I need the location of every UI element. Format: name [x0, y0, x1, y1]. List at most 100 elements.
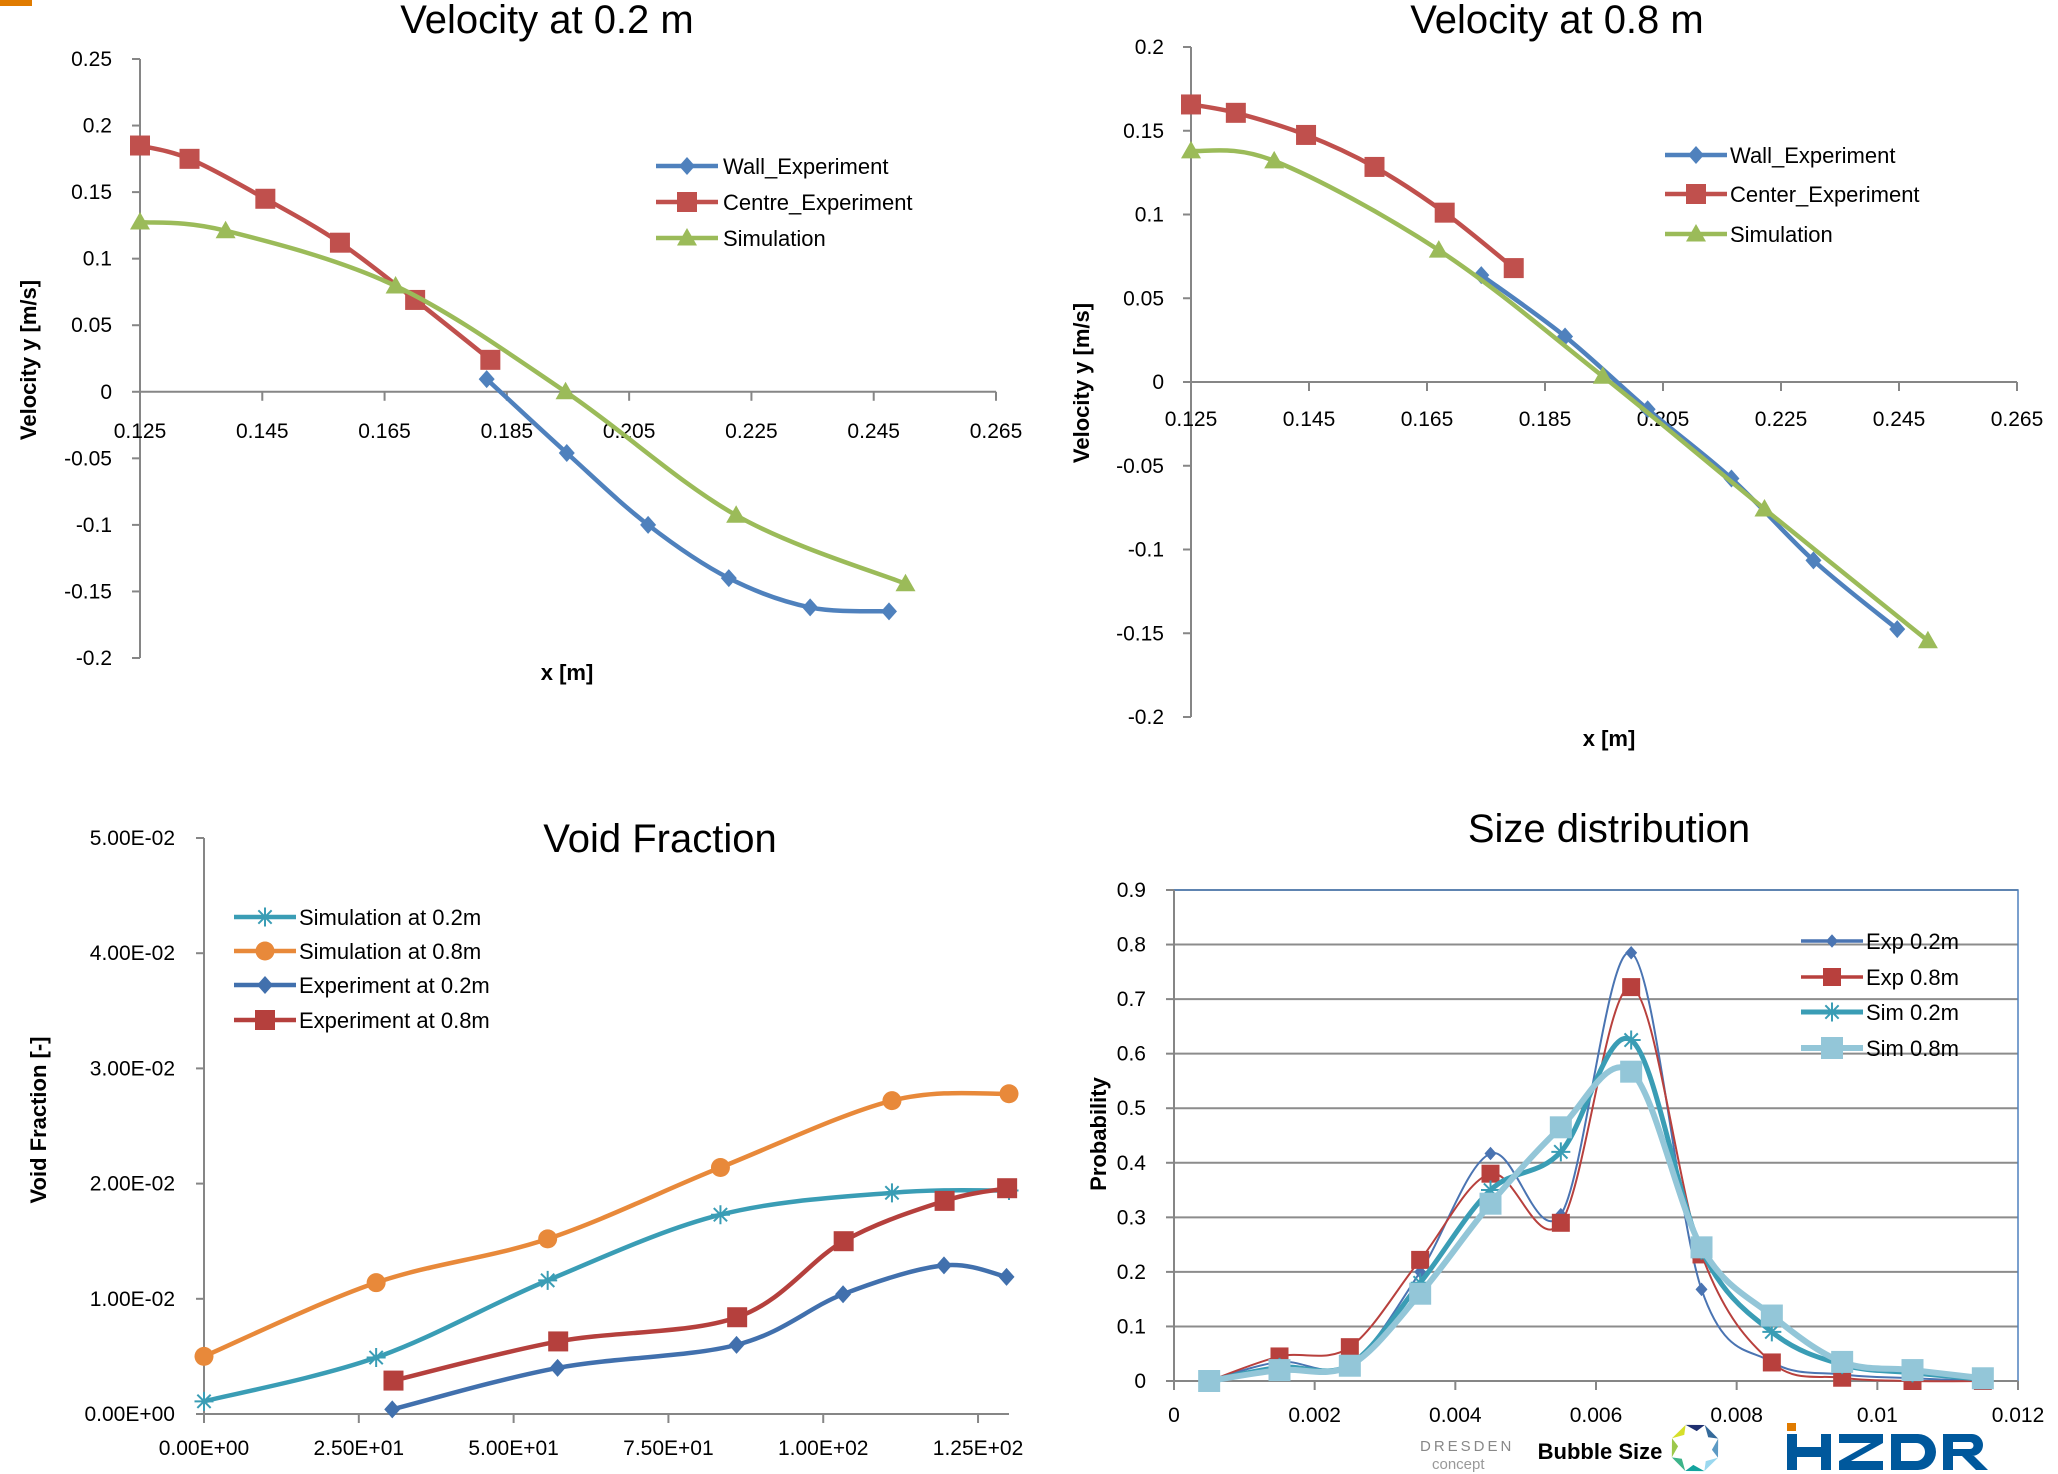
legend-square-marker: [255, 1010, 275, 1030]
logo-segment: [1671, 1438, 1679, 1458]
series-simulation: Simulation: [1181, 140, 1938, 649]
square-data-point: [997, 1178, 1018, 1199]
corner-accent-mark: [0, 0, 32, 6]
triangle-data-point: [1181, 140, 1201, 159]
series-line: [1479, 273, 1899, 631]
legend-label: Simulation: [1730, 222, 1833, 247]
triangle-data-point: [1592, 366, 1613, 384]
series-experiment-at-0-8m: Experiment at 0.8m: [234, 1008, 1018, 1391]
circle-data-point: [538, 1229, 558, 1249]
circle-data-point: [882, 1091, 902, 1111]
y-tick-label: 0.05: [1123, 287, 1164, 310]
hzdr-logo-letter-z: [1839, 1434, 1883, 1470]
asterisk-data-point: [1481, 1180, 1500, 1200]
legend-asterisk-marker: [1822, 1002, 1842, 1022]
square-data-point: [1831, 1350, 1854, 1373]
square-data-point: [1225, 102, 1246, 123]
logo-segment: [1704, 1424, 1719, 1439]
legend-label: Exp 0.2m: [1866, 929, 1959, 954]
square-data-point: [1296, 124, 1317, 145]
square-data-point: [833, 1231, 854, 1252]
circle-data-point: [999, 1084, 1019, 1104]
asterisk-data-point: [882, 1183, 902, 1203]
square-data-point: [1503, 258, 1524, 279]
legend-asterisk-marker: [255, 907, 275, 927]
y-tick-label: 0.1: [83, 248, 112, 271]
square-data-point: [1411, 1250, 1430, 1269]
square-data-point: [1833, 1368, 1852, 1387]
square-data-point: [548, 1331, 569, 1352]
y-tick-label: 0.2: [1135, 36, 1164, 59]
x-tick-label: 0.006: [1570, 1404, 1623, 1427]
legend-diamond-marker: [1688, 146, 1704, 164]
x-tick-label: 0.125: [1165, 408, 1218, 431]
legend-square-marker: [1686, 184, 1706, 204]
series-line: [485, 377, 890, 614]
asterisk-data-point: [366, 1348, 386, 1368]
legend-triangle-marker: [1686, 224, 1706, 242]
x-tick-label: 2.50E+01: [314, 1437, 405, 1460]
series-sim-0-8m: Sim 0.8m: [1198, 1036, 1994, 1392]
chart-title: Velocity at 0.8 m: [1410, 0, 1703, 42]
circle-data-point: [194, 1346, 214, 1366]
y-tick-label: 0.4: [1117, 1152, 1147, 1175]
asterisk-data-point: [1551, 1142, 1571, 1162]
square-data-point: [1690, 1236, 1713, 1259]
y-tick-label: 0.00E+00: [84, 1403, 175, 1426]
logo-segment: [1671, 1457, 1686, 1472]
x-tick-label: 0: [1168, 1404, 1180, 1427]
diamond-data-point: [1805, 551, 1822, 570]
chart-title: Void Fraction: [543, 817, 776, 861]
square-data-point: [1268, 1359, 1291, 1382]
chart-title: Size distribution: [1468, 807, 1750, 851]
chart-3: 5.00E-02 4.00E-02 3.00E-02 2.00E-02 1.00E-02…: [26, 817, 1023, 1474]
triangle-data-point: [385, 275, 406, 294]
x-tick-label: 0.245: [1873, 408, 1926, 431]
y-tick-label: 5.00E-02: [90, 827, 175, 850]
x-tick-label: 0.185: [1519, 408, 1572, 431]
diamond-data-point: [881, 602, 897, 621]
square-data-point: [1762, 1353, 1781, 1372]
triangle-data-point: [215, 220, 236, 239]
legend-label: Simulation at 0.8m: [299, 939, 481, 964]
legend-label: Centre_Experiment: [723, 190, 913, 215]
series-exp-0-2m: Exp 0.2m: [1203, 929, 1989, 1388]
series-line: [1208, 1064, 1984, 1384]
x-tick-label: 7.50E+01: [623, 1437, 714, 1460]
legend-label: Experiment at 0.2m: [299, 973, 490, 998]
x-tick-label: 0.265: [970, 420, 1023, 443]
legend-diamond-marker: [257, 976, 273, 994]
legend-label: Wall_Experiment: [1730, 143, 1895, 168]
legend-diamond-marker: [1826, 934, 1838, 948]
legend-square-marker: [677, 192, 697, 212]
hzdr-logo: [1787, 1423, 1988, 1470]
square-data-point: [1409, 1282, 1432, 1305]
diamond-data-point: [998, 1267, 1015, 1286]
legend-label: Simulation: [723, 226, 826, 251]
square-data-point: [1479, 1192, 1502, 1215]
square-data-point: [130, 135, 150, 156]
x-tick-label: 0.165: [1401, 408, 1454, 431]
x-tick-label: 0.265: [1991, 408, 2044, 431]
x-tick-label: 0.002: [1288, 1404, 1341, 1427]
square-data-point: [1760, 1304, 1783, 1327]
legend-square-marker: [1821, 1037, 1843, 1059]
triangle-data-point: [555, 381, 576, 400]
series-line: [139, 143, 492, 362]
diamond-data-point: [935, 1256, 952, 1275]
square-data-point: [480, 349, 501, 370]
y-tick-label: 0.3: [1117, 1206, 1146, 1229]
x-tick-label: 0.165: [358, 420, 411, 443]
y-tick-label: -0.15: [64, 580, 112, 603]
triangle-data-point: [1428, 240, 1449, 258]
y-tick-label: 3.00E-02: [90, 1057, 175, 1080]
asterisk-data-point: [1762, 1322, 1782, 1342]
x-tick-label: 0.01: [1857, 1404, 1898, 1427]
hzdr-logo-accent-square: [1787, 1423, 1796, 1431]
y-tick-label: 0.1: [1117, 1315, 1146, 1338]
y-tick-label: 0.9: [1117, 879, 1146, 902]
diamond-data-point: [1889, 620, 1906, 639]
y-tick-label: 0.2: [1117, 1261, 1146, 1284]
series-line: [203, 1090, 1010, 1359]
series-wall-experiment: Wall_Experiment: [478, 154, 897, 621]
